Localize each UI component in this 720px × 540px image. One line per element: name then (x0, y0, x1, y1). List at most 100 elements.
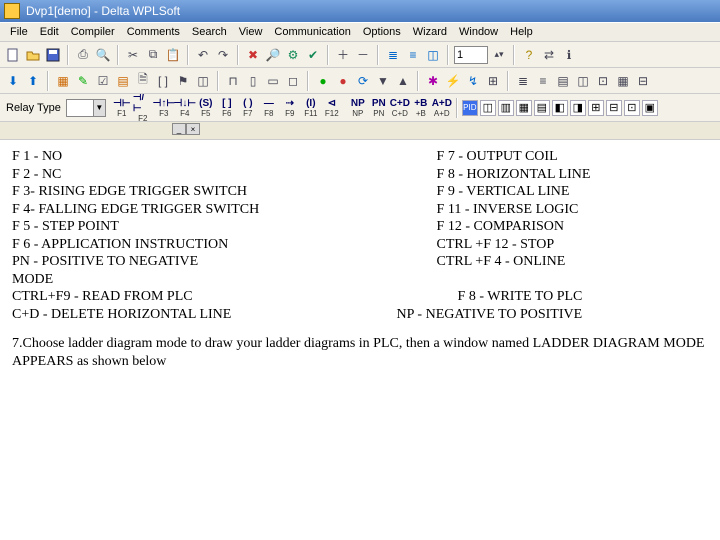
child-close-icon[interactable]: × (186, 123, 200, 135)
menu-wizard[interactable]: Wizard (407, 24, 453, 40)
menu-bar: File Edit Compiler Comments Search View … (0, 22, 720, 42)
read-plc-icon[interactable]: ⬆ (24, 72, 42, 90)
io-icon[interactable]: ⊓ (224, 72, 242, 90)
extra5-icon[interactable]: ⊡ (594, 72, 612, 90)
save-icon[interactable] (44, 46, 62, 64)
fkey-f1[interactable]: ⊣⊢F1 (112, 97, 132, 119)
download-icon[interactable]: ▼ (374, 72, 392, 90)
menu-options[interactable]: Options (357, 24, 407, 40)
trace-icon[interactable]: ✱ (424, 72, 442, 90)
menu-edit[interactable]: Edit (34, 24, 65, 40)
table-icon[interactable]: ▤ (114, 72, 132, 90)
fkey-f8[interactable]: —F8 (259, 97, 279, 119)
menu-search[interactable]: Search (186, 24, 233, 40)
stop-icon[interactable]: ● (334, 72, 352, 90)
menu-communication[interactable]: Communication (268, 24, 356, 40)
mod9-icon[interactable]: ⊡ (624, 100, 640, 116)
check-icon[interactable]: ✔ (304, 46, 322, 64)
fkey-cd[interactable]: C+DC+D (390, 97, 410, 119)
monitor-icon[interactable]: ▦ (54, 72, 72, 90)
mod7-icon[interactable]: ⊞ (588, 100, 604, 116)
open-icon[interactable] (24, 46, 42, 64)
fkey-f4[interactable]: ⊣↓⊢F4 (175, 97, 195, 119)
extra3-icon[interactable]: ▤ (554, 72, 572, 90)
fkey-f6[interactable]: [ ]F6 (217, 97, 237, 119)
extra1-icon[interactable]: ≣ (514, 72, 532, 90)
online-icon[interactable]: ⟳ (354, 72, 372, 90)
mod5-icon[interactable]: ◧ (552, 100, 568, 116)
preview-icon[interactable]: 🔍 (94, 46, 112, 64)
undo-icon[interactable]: ↶ (194, 46, 212, 64)
chip-icon[interactable]: ◫ (194, 72, 212, 90)
delete-icon[interactable]: ✖ (244, 46, 262, 64)
write-plc-icon[interactable]: ⬇ (4, 72, 22, 90)
extra4-icon[interactable]: ◫ (574, 72, 592, 90)
print-icon[interactable]: ⎙ (74, 46, 92, 64)
fkey-f2[interactable]: ⊣/⊢F2 (133, 97, 153, 119)
bracket-icon[interactable]: [ ] (154, 72, 172, 90)
fkey-f11[interactable]: (I)F11 (301, 97, 321, 119)
find-icon[interactable]: 🔎 (264, 46, 282, 64)
separator (237, 45, 239, 65)
comm-icon[interactable]: ⇄ (540, 46, 558, 64)
fkey-f7[interactable]: ( )F7 (238, 97, 258, 119)
zoom-out-icon[interactable]: － (354, 46, 372, 64)
menu-comments[interactable]: Comments (121, 24, 186, 40)
instruction-icon[interactable]: ≡ (404, 46, 422, 64)
about-icon[interactable]: ℹ (560, 46, 578, 64)
spin-updown-icon[interactable]: ▴▾ (490, 46, 508, 64)
mod4-icon[interactable]: ▤ (534, 100, 550, 116)
slot-icon[interactable]: ▯ (244, 72, 262, 90)
mod6-icon[interactable]: ◨ (570, 100, 586, 116)
sfc-icon[interactable]: ◫ (424, 46, 442, 64)
menu-compiler[interactable]: Compiler (65, 24, 121, 40)
upload-icon[interactable]: ▲ (394, 72, 412, 90)
help-icon[interactable]: ? (520, 46, 538, 64)
new-icon[interactable] (4, 46, 22, 64)
legend-line: F 8 - HORIZONTAL LINE (437, 166, 708, 184)
run-icon[interactable]: ● (314, 72, 332, 90)
debug-icon[interactable]: ⚡ (444, 72, 462, 90)
edit-icon[interactable]: ✎ (74, 72, 92, 90)
pid-icon[interactable]: PID (462, 100, 478, 116)
mod2-icon[interactable]: ▥ (498, 100, 514, 116)
zoom-in-icon[interactable]: ＋ (334, 46, 352, 64)
redo-icon[interactable]: ↷ (214, 46, 232, 64)
menu-view[interactable]: View (233, 24, 269, 40)
fkey-f12[interactable]: ⊲F12 (322, 97, 342, 119)
mod3-icon[interactable]: ▦ (516, 100, 532, 116)
fkey-f9[interactable]: ⇢F9 (280, 97, 300, 119)
menu-help[interactable]: Help (504, 24, 539, 40)
relay-type-combo[interactable]: ▼ (66, 99, 106, 117)
fkey-f5[interactable]: (S)F5 (196, 97, 216, 119)
flag-icon[interactable]: ⚑ (174, 72, 192, 90)
child-minimize-icon[interactable]: _ (172, 123, 186, 135)
box-icon[interactable]: ▭ (264, 72, 282, 90)
copy-icon[interactable]: ⧉ (144, 46, 162, 64)
fkey-f3[interactable]: ⊣↑⊢F3 (154, 97, 174, 119)
fkey-np[interactable]: NPNP (348, 97, 368, 119)
unit-icon[interactable]: ◻ (284, 72, 302, 90)
menu-file[interactable]: File (4, 24, 34, 40)
legend-left: F 1 - NO F 2 - NC F 3- RISING EDGE TRIGG… (12, 148, 437, 323)
ladder-icon[interactable]: ≣ (384, 46, 402, 64)
cut-icon[interactable]: ✂ (124, 46, 142, 64)
fkey-b[interactable]: +B+B (411, 97, 431, 119)
mod1-icon[interactable]: ◫ (480, 100, 496, 116)
doc-icon[interactable]: 🗎 (134, 72, 152, 90)
verify-icon[interactable]: ☑ (94, 72, 112, 90)
menu-window[interactable]: Window (453, 24, 504, 40)
extra2-icon[interactable]: ≡ (534, 72, 552, 90)
wizard2-icon[interactable]: ⊞ (484, 72, 502, 90)
fkey-pn[interactable]: PNPN (369, 97, 389, 119)
legend-line: F 12 - COMPARISON (437, 218, 708, 236)
paste-icon[interactable]: 📋 (164, 46, 182, 64)
wizard1-icon[interactable]: ↯ (464, 72, 482, 90)
mod10-icon[interactable]: ▣ (642, 100, 658, 116)
step-spinner[interactable]: 1 (454, 46, 488, 64)
mod8-icon[interactable]: ⊟ (606, 100, 622, 116)
compile-icon[interactable]: ⚙ (284, 46, 302, 64)
extra7-icon[interactable]: ⊟ (634, 72, 652, 90)
fkey-ad[interactable]: A+DA+D (432, 97, 452, 119)
extra6-icon[interactable]: ▦ (614, 72, 632, 90)
